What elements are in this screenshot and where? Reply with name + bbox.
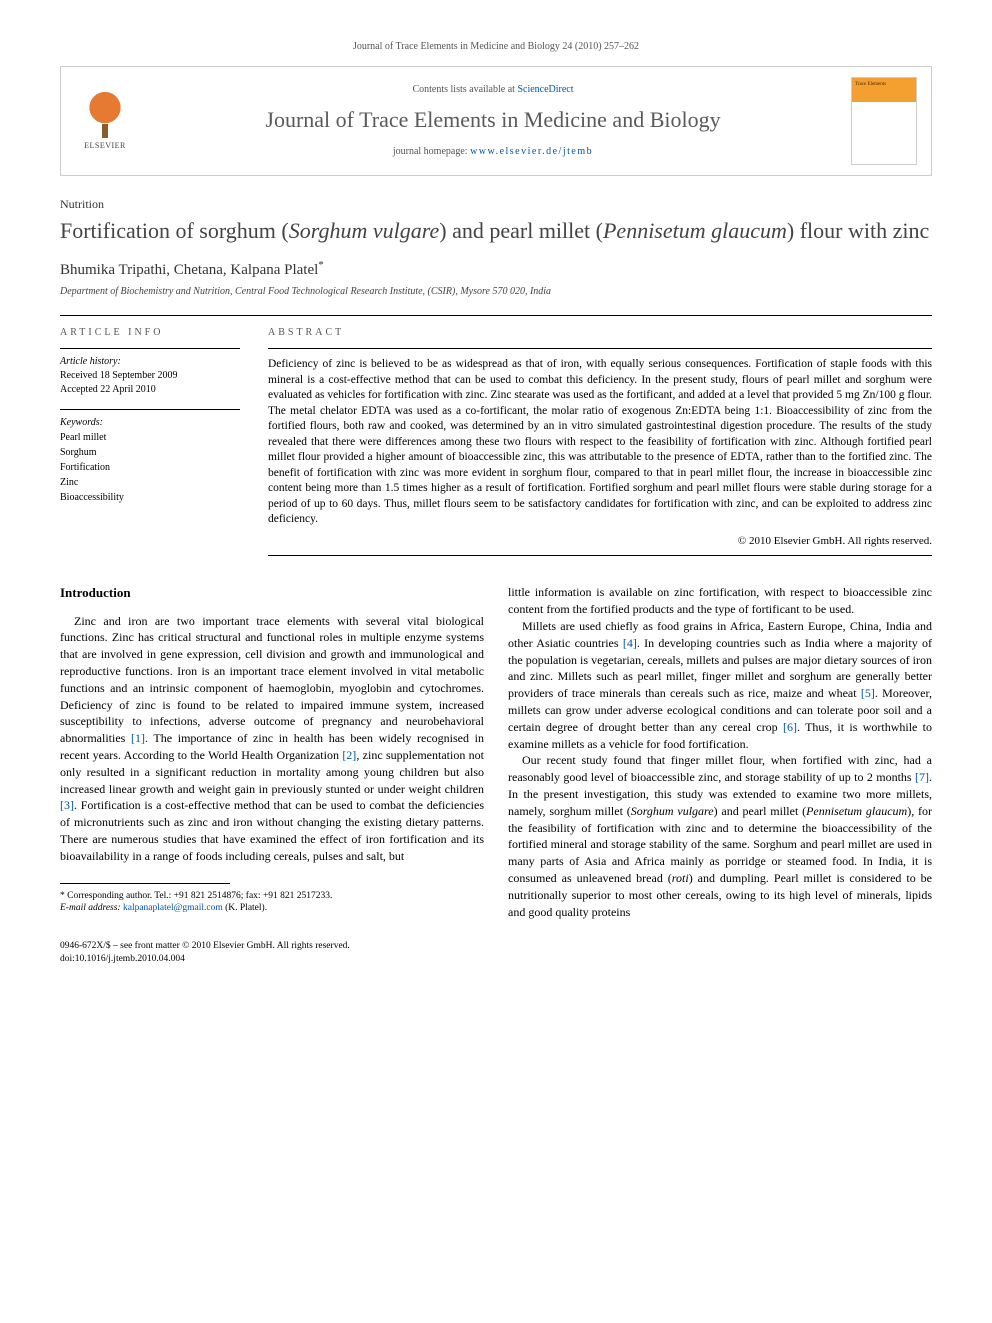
accepted-date: Accepted 22 April 2010	[60, 383, 240, 397]
keyword: Sorghum	[60, 445, 240, 460]
cover-thumb-title: Trace Elements	[855, 82, 913, 88]
footer-block: 0946-672X/$ – see front matter © 2010 El…	[60, 940, 932, 965]
abstract-rule	[268, 348, 932, 349]
received-date: Received 18 September 2009	[60, 369, 240, 383]
article-info-column: ARTICLE INFO Article history: Received 1…	[60, 326, 240, 556]
footnote-line-1: * Corresponding author. Tel.: +91 821 25…	[60, 890, 484, 902]
citation-5[interactable]: [5]	[861, 686, 875, 700]
masthead: ELSEVIER Contents lists available at Sci…	[60, 66, 932, 176]
title-i1: Sorghum vulgare	[289, 218, 440, 243]
sciencedirect-link[interactable]: ScienceDirect	[517, 84, 573, 95]
journal-name: Journal of Trace Elements in Medicine an…	[149, 105, 837, 136]
species-sorghum: Sorghum vulgare	[631, 804, 714, 818]
copyright-line: © 2010 Elsevier GmbH. All rights reserve…	[268, 534, 932, 549]
contents-line: Contents lists available at ScienceDirec…	[149, 83, 837, 97]
abstract-heading: ABSTRACT	[268, 326, 932, 340]
issn-line: 0946-672X/$ – see front matter © 2010 El…	[60, 940, 932, 952]
abstract-column: ABSTRACT Deficiency of zinc is believed …	[268, 326, 932, 556]
keywords-list: Pearl millet Sorghum Fortification Zinc …	[60, 430, 240, 505]
authors: Bhumika Tripathi, Chetana, Kalpana Plate…	[60, 258, 932, 281]
keyword: Zinc	[60, 475, 240, 490]
footnote-separator	[60, 883, 230, 884]
affiliation: Department of Biochemistry and Nutrition…	[60, 285, 932, 299]
section-tag: Nutrition	[60, 196, 932, 213]
text-run: . Fortification is a cost-effective meth…	[60, 798, 484, 862]
homepage-line: journal homepage: www.elsevier.de/jtemb	[149, 145, 837, 159]
right-paragraph-3: Our recent study found that finger mille…	[508, 752, 932, 920]
journal-cover-thumb: Trace Elements	[851, 77, 917, 165]
text-run: Our recent study found that finger mille…	[508, 753, 932, 784]
info-rule-1	[60, 348, 240, 349]
top-rule	[60, 315, 932, 316]
species-pennisetum: Pennisetum glaucum	[806, 804, 907, 818]
citation-2[interactable]: [2]	[342, 748, 356, 762]
masthead-center: Contents lists available at ScienceDirec…	[149, 83, 837, 160]
corresponding-star-icon: *	[318, 259, 324, 271]
elsevier-logo: ELSEVIER	[75, 86, 135, 156]
introduction-heading: Introduction	[60, 584, 484, 602]
citation-6[interactable]: [6]	[783, 720, 797, 734]
footnote-line-2: E-mail address: kalpanaplatel@gmail.com …	[60, 902, 484, 914]
abstract-text: Deficiency of zinc is believed to be as …	[268, 357, 932, 528]
citation-7[interactable]: [7]	[915, 770, 929, 784]
roti-italic: roti	[672, 871, 689, 885]
running-header: Journal of Trace Elements in Medicine an…	[60, 40, 932, 54]
email-label: E-mail address:	[60, 903, 123, 913]
text-run: ) and pearl millet (	[714, 804, 806, 818]
homepage-prefix: journal homepage:	[393, 146, 470, 157]
title-i2: Pennisetum glaucum	[603, 218, 787, 243]
right-paragraph-1: little information is available on zinc …	[508, 584, 932, 618]
article-info-heading: ARTICLE INFO	[60, 326, 240, 340]
text-run: Zinc and iron are two important trace el…	[60, 614, 484, 746]
citation-4[interactable]: [4]	[623, 636, 637, 650]
info-abstract-row: ARTICLE INFO Article history: Received 1…	[60, 326, 932, 556]
email-who: (K. Platel).	[223, 903, 267, 913]
title-p1: Fortification of sorghum (	[60, 218, 289, 243]
keyword: Bioaccessibility	[60, 490, 240, 505]
history-label: Article history:	[60, 355, 240, 369]
citation-1[interactable]: [1]	[131, 731, 145, 745]
right-column: little information is available on zinc …	[508, 584, 932, 920]
elsevier-tree-icon	[83, 90, 127, 134]
info-rule-2	[60, 409, 240, 410]
keyword: Pearl millet	[60, 430, 240, 445]
corresponding-email[interactable]: kalpanaplatel@gmail.com	[123, 903, 223, 913]
keyword: Fortification	[60, 460, 240, 475]
publisher-label: ELSEVIER	[84, 140, 126, 151]
title-p3: ) flour with zinc	[787, 218, 929, 243]
left-column: Introduction Zinc and iron are two impor…	[60, 584, 484, 920]
doi-line: doi:10.1016/j.jtemb.2010.04.004	[60, 953, 932, 965]
title-p2: ) and pearl millet (	[439, 218, 603, 243]
abstract-bottom-rule	[268, 555, 932, 556]
citation-3[interactable]: [3]	[60, 798, 74, 812]
authors-list: Bhumika Tripathi, Chetana, Kalpana Plate…	[60, 262, 318, 278]
homepage-link[interactable]: www.elsevier.de/jtemb	[470, 146, 593, 157]
corresponding-footnote: * Corresponding author. Tel.: +91 821 25…	[60, 890, 484, 915]
article-title: Fortification of sorghum (Sorghum vulgar…	[60, 217, 932, 245]
body-columns: Introduction Zinc and iron are two impor…	[60, 584, 932, 920]
contents-prefix: Contents lists available at	[412, 84, 517, 95]
intro-paragraph-1: Zinc and iron are two important trace el…	[60, 613, 484, 865]
keywords-label: Keywords:	[60, 416, 240, 430]
right-paragraph-2: Millets are used chiefly as food grains …	[508, 618, 932, 752]
